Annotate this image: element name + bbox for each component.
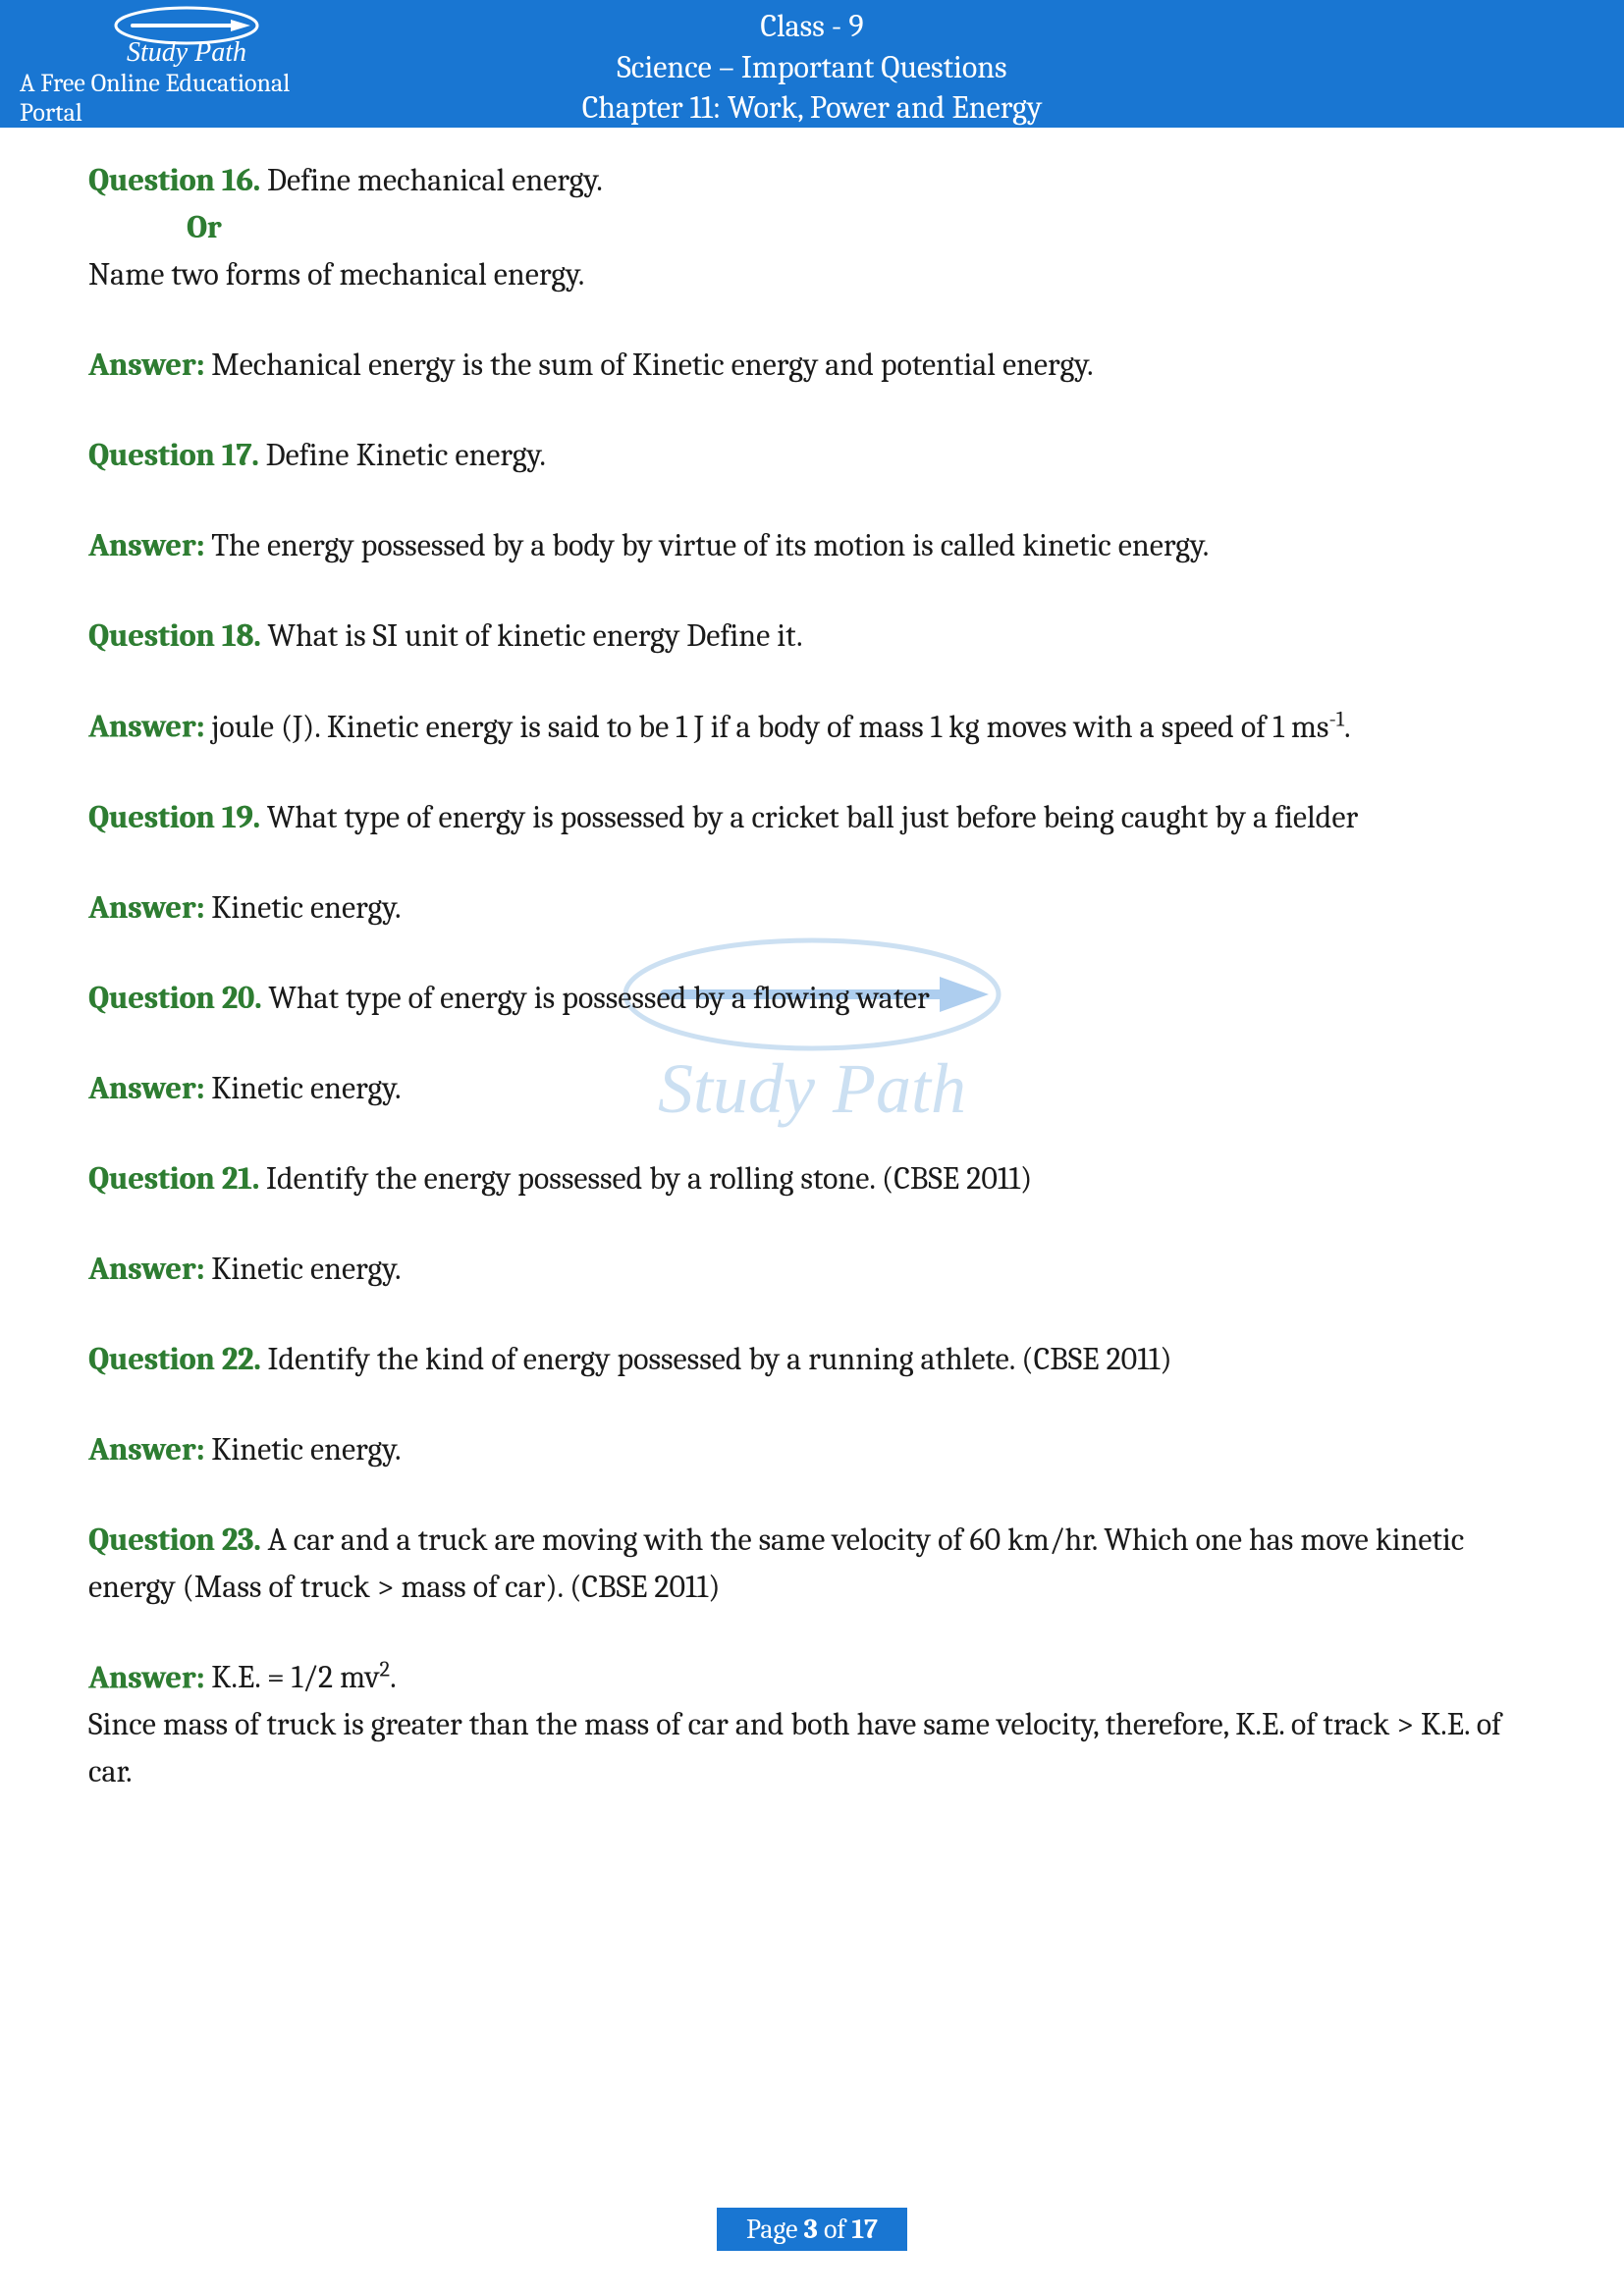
answer-extra: Since mass of truck is greater than the … bbox=[88, 1701, 1536, 1795]
qa-22: Question 22. Identify the kind of energy… bbox=[88, 1336, 1536, 1473]
answer-line: Answer: Kinetic energy. bbox=[88, 884, 1536, 932]
question-line: Question 23. A car and a truck are movin… bbox=[88, 1517, 1536, 1611]
answer-line: Answer: K.E. = 1/2 mv2. bbox=[88, 1654, 1536, 1702]
header-line-1: Class - 9 bbox=[0, 6, 1624, 47]
answer-line: Answer: Kinetic energy. bbox=[88, 1426, 1536, 1473]
header-line-3: Chapter 11: Work, Power and Energy bbox=[0, 87, 1624, 129]
qa-18: Question 18. What is SI unit of kinetic … bbox=[88, 613, 1536, 751]
answer-label: Answer: bbox=[88, 347, 204, 383]
page-header: Class - 9 Science – Important Questions … bbox=[0, 0, 1624, 128]
header-titles: Class - 9 Science – Important Questions … bbox=[0, 0, 1624, 129]
answer-label: Answer: bbox=[88, 1431, 204, 1468]
answer-text: Mechanical energy is the sum of Kinetic … bbox=[211, 347, 1093, 383]
question-line: Question 19. What type of energy is poss… bbox=[88, 794, 1536, 841]
question-label: Question 21. bbox=[88, 1160, 259, 1197]
question-line: Question 18. What is SI unit of kinetic … bbox=[88, 613, 1536, 660]
header-line-2: Science – Important Questions bbox=[0, 47, 1624, 88]
or-line: Or bbox=[88, 204, 1536, 251]
answer-line: Answer: joule (J). Kinetic energy is sai… bbox=[88, 703, 1536, 751]
question-text: Identify the kind of energy possessed by… bbox=[268, 1341, 1172, 1377]
question-text: What is SI unit of kinetic energy Define… bbox=[268, 617, 803, 654]
answer-label: Answer: bbox=[88, 527, 204, 563]
answer-line: Answer: Kinetic energy. bbox=[88, 1246, 1536, 1293]
question-text: Identify the energy possessed by a rolli… bbox=[266, 1160, 1032, 1197]
answer-text: Kinetic energy. bbox=[211, 1251, 401, 1287]
question-line: Question 22. Identify the kind of energy… bbox=[88, 1336, 1536, 1383]
question-label: Question 23. bbox=[88, 1522, 261, 1558]
question-text: What type of energy is possessed by a fl… bbox=[268, 980, 929, 1016]
question-label: Question 18. bbox=[88, 617, 261, 654]
or-text: Name two forms of mechanical energy. bbox=[88, 251, 1536, 298]
answer-text: Kinetic energy. bbox=[211, 1431, 401, 1468]
qa-17: Question 17. Define Kinetic energy. Answ… bbox=[88, 432, 1536, 569]
question-text: What type of energy is possessed by a cr… bbox=[267, 799, 1358, 835]
page-current: 3 bbox=[804, 2214, 818, 2245]
qa-21: Question 21. Identify the energy possess… bbox=[88, 1155, 1536, 1293]
content-area: Question 16. Define mechanical energy. O… bbox=[0, 128, 1624, 1795]
qa-23: Question 23. A car and a truck are movin… bbox=[88, 1517, 1536, 1796]
answer-text: Kinetic energy. bbox=[211, 889, 401, 926]
answer-label: Answer: bbox=[88, 1251, 204, 1287]
answer-text: joule (J). Kinetic energy is said to be … bbox=[211, 709, 1350, 745]
qa-19: Question 19. What type of energy is poss… bbox=[88, 794, 1536, 932]
question-line: Question 20. What type of energy is poss… bbox=[88, 975, 1536, 1022]
question-text: A car and a truck are moving with the sa… bbox=[88, 1522, 1464, 1605]
answer-line: Answer: The energy possessed by a body b… bbox=[88, 522, 1536, 569]
answer-text: The energy possessed by a body by virtue… bbox=[211, 527, 1209, 563]
question-text: Define mechanical energy. bbox=[267, 162, 603, 198]
question-label: Question 22. bbox=[88, 1341, 261, 1377]
answer-label: Answer: bbox=[88, 709, 204, 745]
question-label: Question 16. bbox=[88, 162, 260, 198]
answer-line: Answer: Mechanical energy is the sum of … bbox=[88, 342, 1536, 389]
answer-line: Answer: Kinetic energy. bbox=[88, 1065, 1536, 1112]
question-label: Question 20. bbox=[88, 980, 261, 1016]
question-label: Question 19. bbox=[88, 799, 260, 835]
question-text: Define Kinetic energy. bbox=[266, 437, 546, 473]
answer-text: K.E. = 1/2 mv2. bbox=[211, 1659, 396, 1695]
answer-label: Answer: bbox=[88, 889, 204, 926]
question-line: Question 16. Define mechanical energy. bbox=[88, 157, 1536, 204]
answer-label: Answer: bbox=[88, 1070, 204, 1106]
answer-text: Kinetic energy. bbox=[211, 1070, 401, 1106]
qa-16: Question 16. Define mechanical energy. O… bbox=[88, 157, 1536, 389]
page-total: 17 bbox=[851, 2214, 878, 2245]
qa-20: Question 20. What type of energy is poss… bbox=[88, 975, 1536, 1112]
question-line: Question 21. Identify the energy possess… bbox=[88, 1155, 1536, 1202]
answer-label: Answer: bbox=[88, 1659, 204, 1695]
question-label: Question 17. bbox=[88, 437, 259, 473]
question-line: Question 17. Define Kinetic energy. bbox=[88, 432, 1536, 479]
page-footer: Page 3 of 17 bbox=[717, 2208, 907, 2251]
or-label: Or bbox=[187, 204, 221, 251]
